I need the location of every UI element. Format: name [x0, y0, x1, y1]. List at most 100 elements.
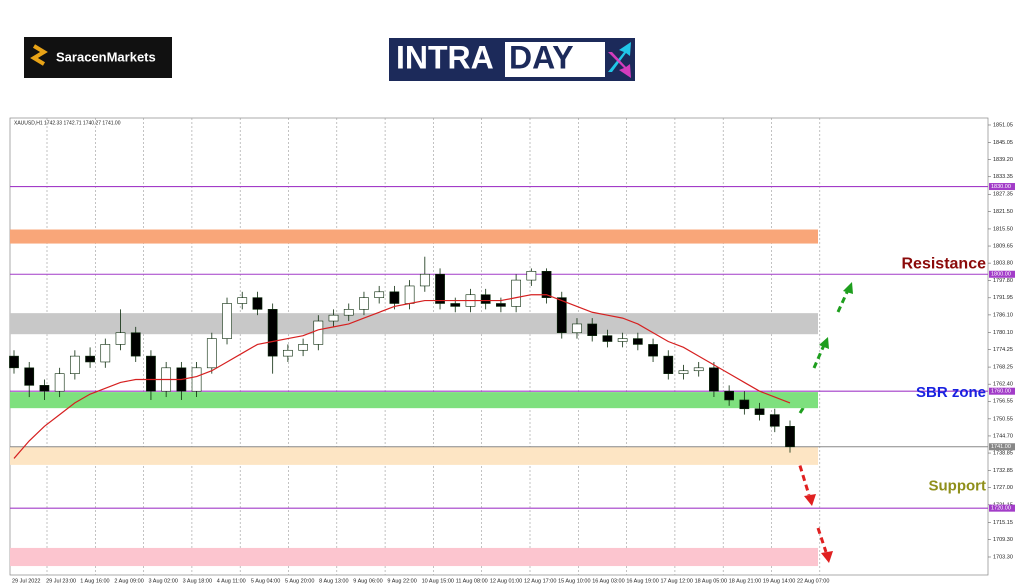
y-tick-label: 1791.95 [993, 295, 1013, 301]
candle-body [191, 367, 202, 392]
x-tick-label: 2 Aug 09:00 [114, 578, 143, 584]
candle-body [252, 297, 263, 310]
candle-body [541, 271, 552, 298]
candle-body [435, 273, 445, 304]
x-tick-label: 17 Aug 12:00 [660, 578, 692, 584]
y-tick-label: 1732.85 [993, 468, 1013, 474]
candle-body [572, 323, 582, 334]
candle-body [69, 355, 80, 374]
y-tick-label: 1815.50 [993, 226, 1013, 232]
x-tick-label: 5 Aug 20:00 [285, 578, 314, 584]
level-tag [989, 387, 1015, 395]
moving-average [13, 294, 791, 459]
y-tick-label: 1845.05 [993, 140, 1013, 146]
x-tick-label: 5 Aug 04:00 [251, 578, 280, 584]
candle-body [115, 332, 126, 345]
candle-body [419, 273, 430, 287]
y-tick-label: 1774.25 [993, 347, 1013, 353]
x-tick-label: 3 Aug 02:00 [149, 578, 178, 584]
candle-body [39, 385, 50, 392]
y-tick-label: 1709.30 [993, 537, 1013, 543]
y-tick-label: 1780.10 [993, 330, 1013, 336]
annotation: Support [929, 477, 987, 494]
banner-part: DAY [509, 39, 574, 75]
candle-body [85, 355, 95, 363]
x-tick-label: 22 Aug 07:00 [797, 578, 829, 584]
candle-body [709, 367, 719, 392]
candle-body [724, 390, 735, 401]
zone [10, 547, 818, 567]
y-tick-label: 1851.05 [993, 122, 1013, 128]
banner: INTRA DAY [389, 38, 635, 81]
level-label: 1830.00 [991, 184, 1011, 190]
y-tick-label: 1809.65 [993, 243, 1013, 249]
annotation: Resistance [902, 255, 987, 272]
x-tick-label: 4 Aug 11:00 [217, 578, 246, 584]
candle-body [693, 367, 704, 372]
candle-body [222, 303, 232, 339]
candle-body [617, 338, 628, 342]
candle-body [54, 373, 65, 392]
x-tick-label: 1 Aug 16:00 [80, 578, 109, 584]
x-tick-label: 9 Aug 06:00 [353, 578, 382, 584]
zone [10, 446, 818, 465]
candle-body [298, 344, 308, 351]
y-tick-label: 1827.35 [993, 192, 1013, 198]
candle-body [480, 294, 491, 304]
x-tick-label: 18 Aug 05:00 [695, 578, 727, 584]
candle-body [754, 408, 765, 415]
candle-body [450, 303, 461, 307]
candle-body [206, 338, 217, 369]
candle-body [389, 291, 400, 304]
y-tick-label: 1839.20 [993, 157, 1013, 163]
candle-body [739, 399, 750, 410]
x-tick-label: 29 Jul 23:00 [46, 578, 76, 584]
candle-body [526, 271, 537, 281]
y-tick-label: 1744.70 [993, 433, 1013, 439]
zone [10, 313, 818, 335]
candle-body [24, 367, 35, 386]
candle-body [511, 279, 521, 307]
candle-body [9, 355, 19, 369]
x-tick-label: 3 Aug 18:00 [183, 578, 212, 584]
level-label: 1760.00 [991, 389, 1011, 395]
y-tick-label: 1727.00 [993, 485, 1013, 491]
zone [10, 229, 818, 244]
y-tick-label: 1703.30 [993, 554, 1013, 560]
candle-body [359, 297, 369, 310]
level-tag [989, 443, 1015, 451]
y-tick-label: 1756.55 [993, 399, 1013, 405]
x-tick-label: 16 Aug 03:00 [592, 578, 624, 584]
candle-body [267, 309, 278, 357]
candle-body [632, 338, 643, 345]
candle-body [146, 355, 156, 392]
level-label: 1800.00 [991, 272, 1011, 278]
x-tick-label: 12 Aug 17:00 [524, 578, 556, 584]
candle-body [648, 344, 658, 357]
candle-body [404, 285, 415, 304]
x-tick-label: 9 Aug 22:00 [387, 578, 416, 584]
y-tick-label: 1803.80 [993, 261, 1013, 267]
level-label: 1741.00 [991, 444, 1011, 450]
zone [10, 392, 818, 409]
x-tick-label: 29 Jul 2022 [12, 578, 40, 584]
y-tick-label: 1821.50 [993, 209, 1013, 215]
candle-body [237, 297, 248, 304]
level-tag [989, 270, 1015, 278]
y-tick-label: 1762.40 [993, 382, 1013, 388]
brand-name: SaracenMarkets [56, 49, 156, 64]
y-tick-label: 1797.80 [993, 278, 1013, 284]
candle-body [313, 320, 324, 345]
candle-body [769, 414, 780, 427]
banner-part: INTRA [396, 39, 494, 75]
candle-body [556, 297, 567, 334]
x-tick-label: 10 Aug 15:00 [422, 578, 454, 584]
y-tick-label: 1738.85 [993, 450, 1013, 456]
candle-body [587, 323, 598, 336]
y-tick-label: 1750.55 [993, 416, 1013, 422]
annotation: SBR zone [916, 384, 986, 401]
candle-body [283, 349, 293, 357]
x-tick-label: 18 Aug 21:00 [729, 578, 761, 584]
y-tick-label: 1786.10 [993, 312, 1013, 318]
candle-body [678, 370, 689, 374]
